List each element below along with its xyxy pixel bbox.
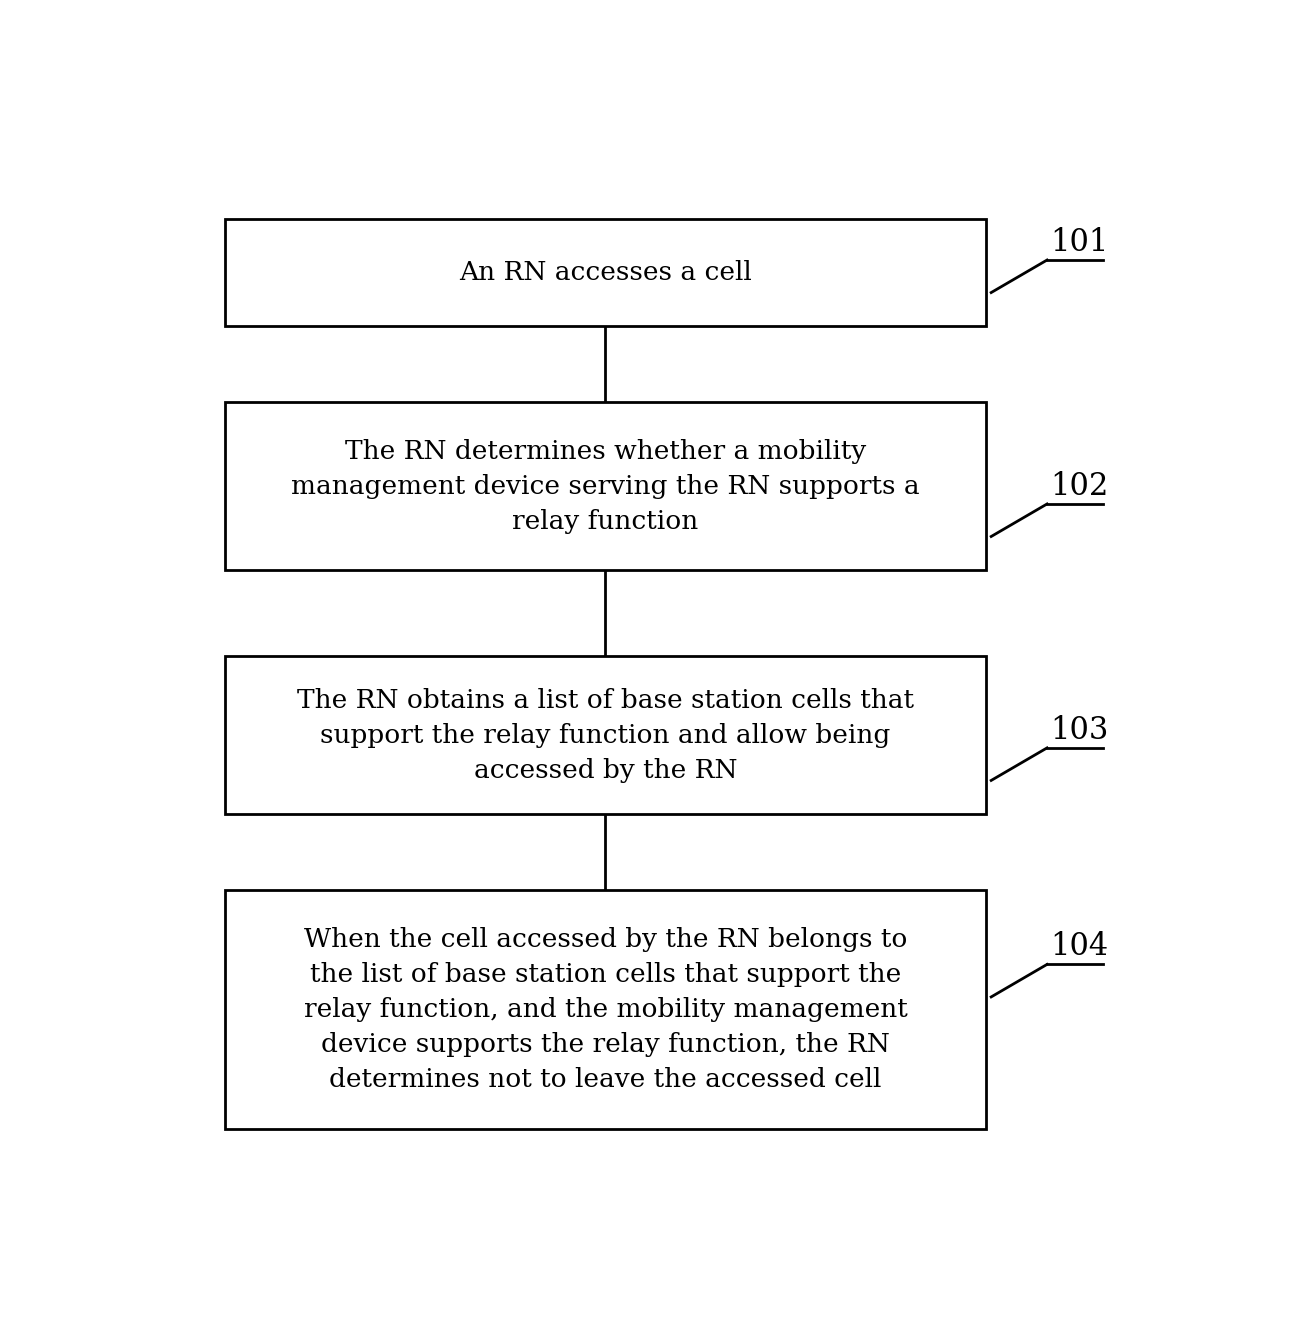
Bar — [225, 890, 986, 1129]
Text: An RN accesses a cell: An RN accesses a cell — [458, 260, 752, 285]
Text: 103: 103 — [1051, 715, 1108, 746]
Text: The RN obtains a list of base station cells that
support the relay function and : The RN obtains a list of base station ce… — [297, 688, 914, 783]
Text: 104: 104 — [1051, 932, 1108, 962]
Bar — [225, 219, 986, 326]
Bar — [225, 403, 986, 570]
Text: 101: 101 — [1051, 227, 1108, 257]
Bar — [225, 656, 986, 814]
Text: When the cell accessed by the RN belongs to
the list of base station cells that : When the cell accessed by the RN belongs… — [304, 927, 908, 1092]
Text: The RN determines whether a mobility
management device serving the RN supports a: The RN determines whether a mobility man… — [291, 438, 920, 533]
Text: 102: 102 — [1051, 471, 1108, 502]
